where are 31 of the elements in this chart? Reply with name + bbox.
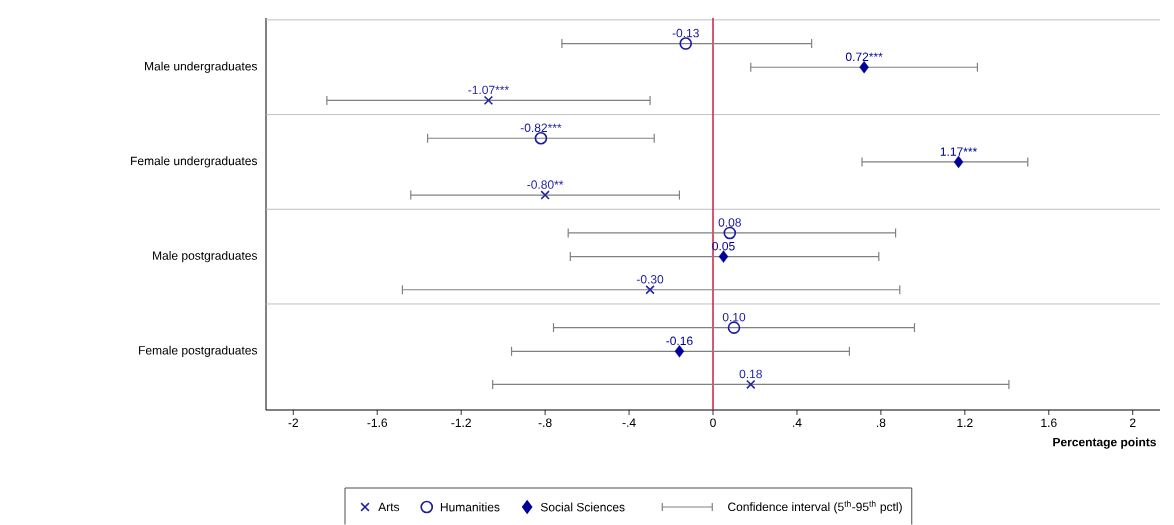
text: Confidence interval (5$^{th}$-95$^{th}$ pctl) <box>728 500 902 514</box>
legend-label: Arts <box>378 502 400 512</box>
data-label: -0.80** <box>527 180 564 189</box>
y-tick-label: Female postgraduates <box>139 345 258 357</box>
x-tick-label: -1.2 <box>451 418 471 427</box>
y-tick-label: Female undergraduates <box>131 156 258 168</box>
x-tick-label: .4 <box>793 418 802 427</box>
data-label: 1.17*** <box>940 147 978 156</box>
legend-label: Social Sciences <box>540 502 625 512</box>
x-axis-title: Percentage points <box>1053 437 1156 449</box>
data-label: -0.16 <box>666 336 693 346</box>
x-tick-label: 1.6 <box>1041 418 1057 428</box>
data-label: 0.18 <box>739 369 762 379</box>
data-label: 0.10 <box>722 312 746 322</box>
x-tick-label: -.4 <box>622 418 636 427</box>
x-tick-label: 1.2 <box>957 418 973 427</box>
y-tick-label: Male undergraduates <box>145 61 258 73</box>
legend-label: Humanities <box>440 502 500 512</box>
y-tick-label: Male postgraduates <box>153 251 258 263</box>
x-tick-label: 2 <box>1130 418 1136 427</box>
data-label: -0.30 <box>636 275 664 284</box>
x-tick-label: -1.6 <box>367 418 388 428</box>
data-label: 0.72*** <box>845 52 883 62</box>
x-tick-label: -2 <box>288 418 299 427</box>
data-label: -0.13 <box>672 28 699 38</box>
x-tick-label: .8 <box>876 418 886 428</box>
data-label: 0.08 <box>718 218 741 227</box>
x-tick-label: -.8 <box>538 418 552 428</box>
data-label: -0.82*** <box>520 123 562 133</box>
data-label: -1.07*** <box>468 85 509 95</box>
x-tick-label: 0 <box>710 418 716 428</box>
